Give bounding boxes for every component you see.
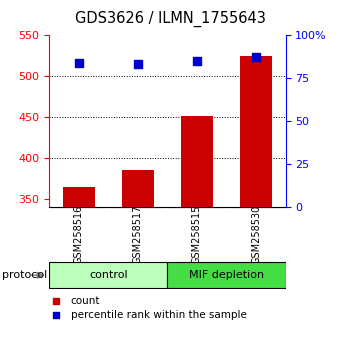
- Point: [54, 298, 59, 304]
- Point: [253, 54, 259, 59]
- Bar: [122, 170, 154, 207]
- Point: [54, 312, 59, 318]
- Bar: [240, 56, 272, 207]
- Bar: [63, 187, 95, 207]
- Text: control: control: [89, 270, 128, 280]
- Text: GDS3626 / ILMN_1755643: GDS3626 / ILMN_1755643: [74, 11, 266, 27]
- Text: percentile rank within the sample: percentile rank within the sample: [71, 310, 246, 320]
- Text: GSM258515: GSM258515: [192, 205, 202, 264]
- Text: MIF depletion: MIF depletion: [189, 270, 264, 280]
- Point: [135, 61, 141, 67]
- Text: GSM258530: GSM258530: [251, 205, 261, 264]
- Text: protocol: protocol: [2, 270, 47, 280]
- Point: [76, 61, 82, 66]
- Bar: [181, 115, 213, 207]
- Text: GSM258517: GSM258517: [133, 205, 143, 264]
- Bar: [49, 262, 167, 288]
- Point: [194, 58, 200, 64]
- Bar: [167, 262, 286, 288]
- Text: count: count: [71, 296, 100, 306]
- Text: GSM258516: GSM258516: [74, 205, 84, 264]
